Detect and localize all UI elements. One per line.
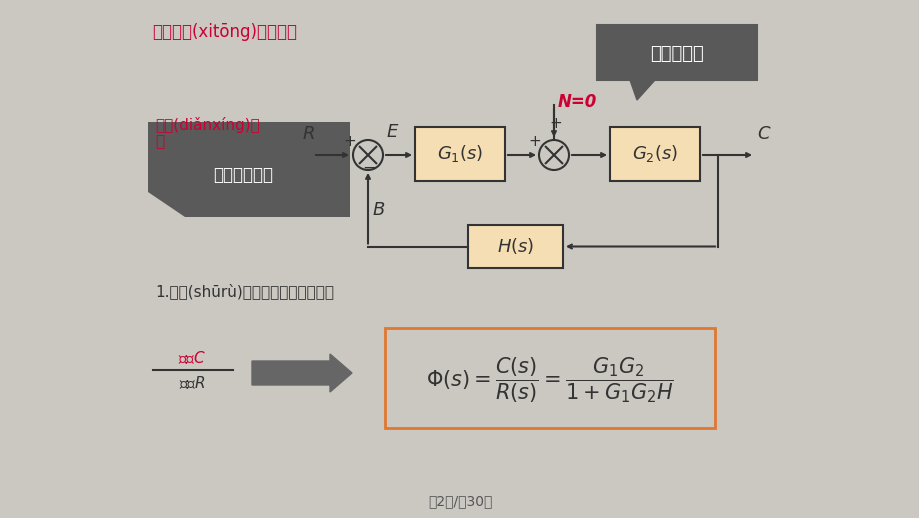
FancyArrow shape bbox=[252, 354, 352, 392]
Bar bbox=[609, 127, 699, 181]
Text: $G_2(s)$: $G_2(s)$ bbox=[631, 143, 677, 165]
Text: $E$: $E$ bbox=[386, 123, 399, 141]
Text: 输出$C$: 输出$C$ bbox=[177, 350, 206, 366]
Circle shape bbox=[353, 140, 382, 170]
Text: N=0: N=0 bbox=[558, 93, 596, 111]
Text: −: − bbox=[361, 159, 376, 177]
Text: $G_1(s)$: $G_1(s)$ bbox=[437, 143, 482, 165]
Text: +: + bbox=[528, 134, 540, 149]
Bar bbox=[596, 25, 756, 80]
Text: 典型(diǎnxíng)结: 典型(diǎnxíng)结 bbox=[154, 117, 259, 133]
Text: +: + bbox=[343, 134, 356, 149]
Bar bbox=[384, 328, 714, 428]
Text: $H(s)$: $H(s)$ bbox=[496, 237, 534, 256]
Text: 第2页/共30页: 第2页/共30页 bbox=[427, 494, 492, 508]
Text: 1.输入(shūrù)作用下的闭环传递函数: 1.输入(shūrù)作用下的闭环传递函数 bbox=[154, 283, 334, 299]
Text: $\Phi(s)=\dfrac{C(s)}{R(s)}=\dfrac{G_1G_2}{1+G_1G_2H}$: $\Phi(s)=\dfrac{C(s)}{R(s)}=\dfrac{G_1G_… bbox=[425, 355, 674, 405]
Text: 构: 构 bbox=[154, 134, 164, 149]
Bar bbox=[414, 127, 505, 181]
Text: 一、系统(xitōng)传递函数: 一、系统(xitōng)传递函数 bbox=[152, 23, 297, 41]
Text: 令干扰为零: 令干扰为零 bbox=[650, 46, 703, 64]
Text: 输入$R$: 输入$R$ bbox=[178, 375, 205, 392]
Text: $B$: $B$ bbox=[371, 201, 385, 219]
Circle shape bbox=[539, 140, 568, 170]
Text: +: + bbox=[549, 116, 562, 131]
Bar bbox=[468, 225, 562, 268]
Polygon shape bbox=[630, 80, 654, 100]
Text: $C$: $C$ bbox=[756, 125, 771, 143]
Polygon shape bbox=[148, 122, 349, 217]
Text: $R$: $R$ bbox=[301, 125, 314, 143]
Text: 只有输入作用: 只有输入作用 bbox=[213, 166, 273, 184]
